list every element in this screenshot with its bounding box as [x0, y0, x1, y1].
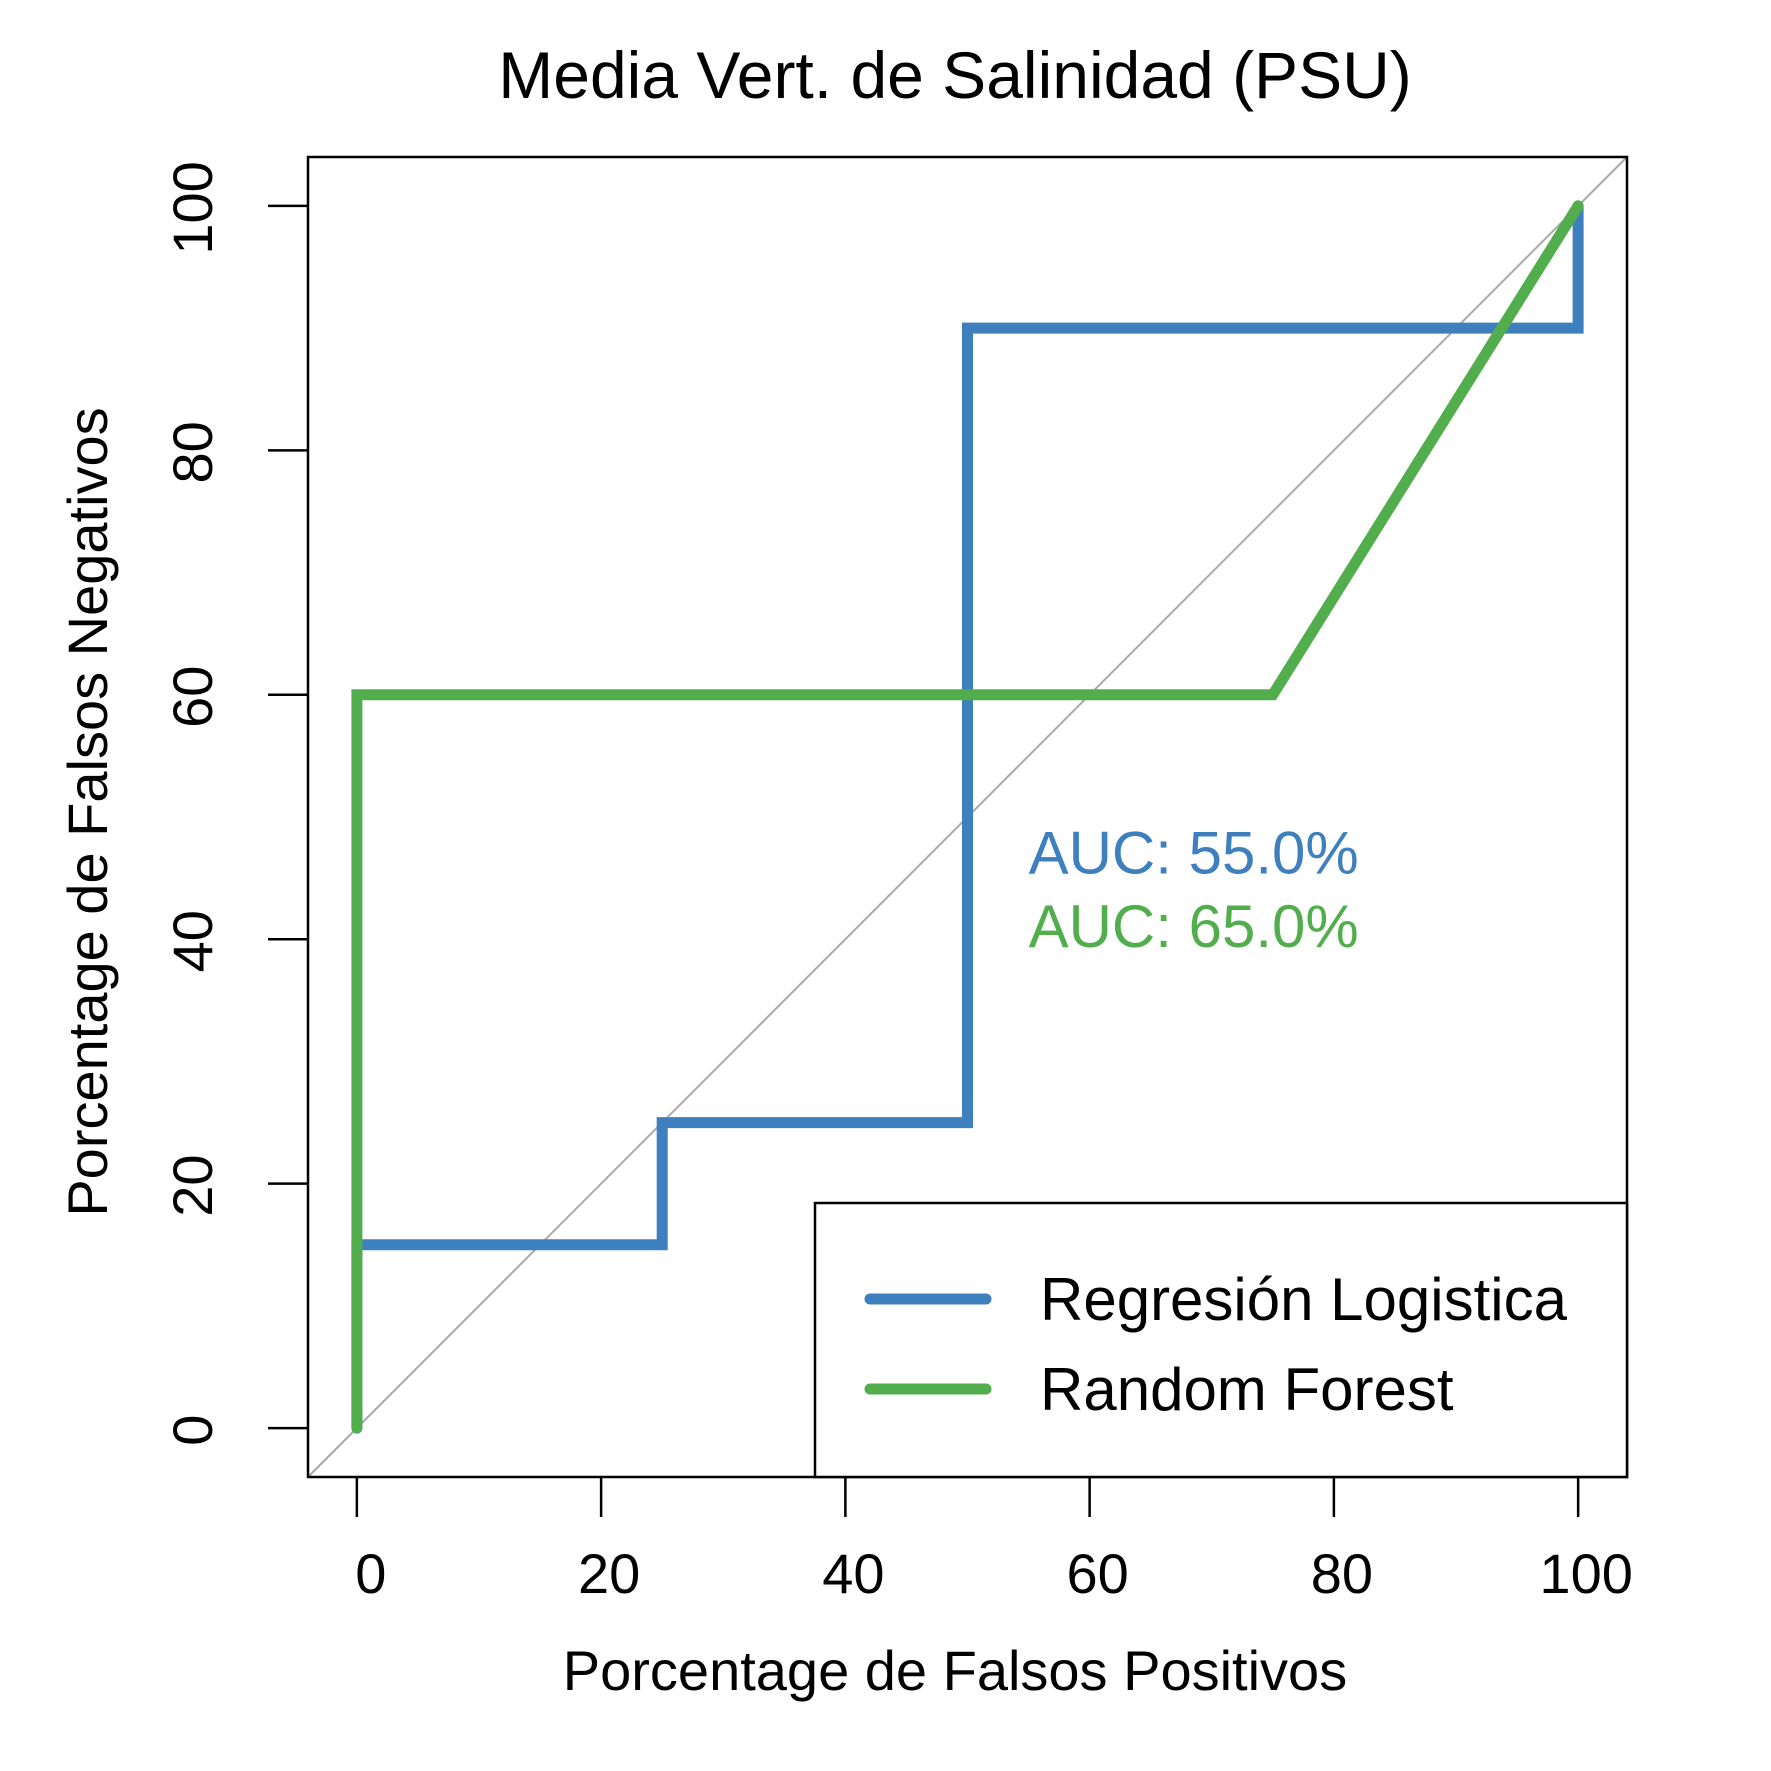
x-tick-label: 20 [578, 1542, 640, 1605]
x-tick-label: 100 [1539, 1542, 1632, 1605]
y-axis-label: Porcentage de Falsos Negativos [56, 407, 119, 1216]
chart-title: Media Vert. de Salinidad (PSU) [498, 38, 1411, 112]
x-tick-label: 80 [1311, 1542, 1373, 1605]
series-line-1 [351, 200, 1584, 1434]
x-axis-label: Porcentage de Falsos Positivos [563, 1639, 1347, 1702]
legend-entry-label: Random Forest [1040, 1356, 1454, 1423]
legend-entry-label: Regresión Logistica [1040, 1266, 1568, 1333]
x-tick-label: 60 [1066, 1542, 1128, 1605]
y-tick-label: 0 [161, 1415, 224, 1446]
annotations-layer: AUC: 55.0%AUC: 65.0% [1029, 820, 1359, 960]
legend: Regresión Logistica Random Forest [813, 1201, 1629, 1479]
auc-annotation-2: AUC: 65.0% [1029, 893, 1359, 960]
y-tick-label: 20 [161, 1155, 224, 1217]
y-tick-label: 40 [161, 910, 224, 972]
auc-annotation-1: AUC: 55.0% [1029, 820, 1359, 887]
y-tick-label: 100 [161, 161, 224, 254]
x-tick-label: 0 [355, 1542, 386, 1605]
axes: 0 20 40 60 80 100 0 20 40 60 80 100 [161, 155, 1633, 1605]
y-tick-label: 80 [161, 421, 224, 483]
y-tick-label: 60 [161, 666, 224, 728]
series-line-2 [351, 200, 1584, 1434]
series-layer [351, 200, 1584, 1434]
x-tick-label: 40 [822, 1542, 884, 1605]
legend-box [813, 1201, 1629, 1479]
